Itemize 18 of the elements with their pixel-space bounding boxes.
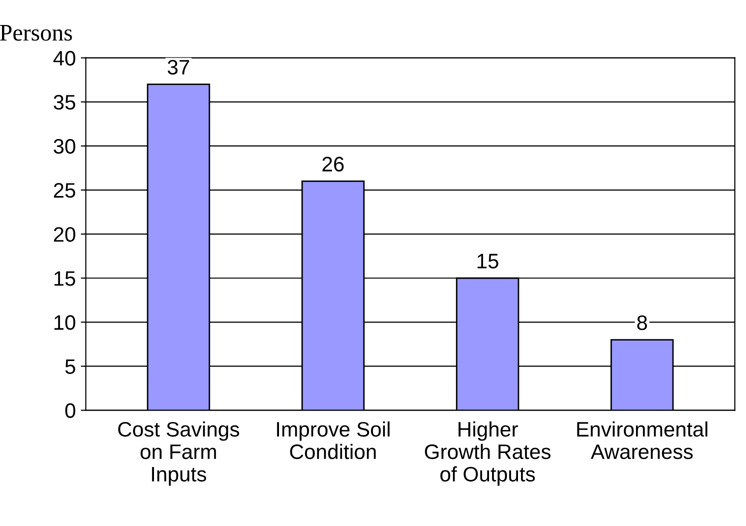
- data-label: 15: [478, 254, 498, 268]
- y-tick-label: 25: [54, 183, 76, 198]
- y-tick-label: 5: [65, 359, 76, 374]
- y-tick-label: 15: [54, 271, 76, 286]
- data-label: 26: [322, 156, 344, 172]
- y-axis-title: Persons: [0, 25, 72, 41]
- y-tick-label: 35: [54, 94, 76, 110]
- y-tick-label: 10: [54, 315, 76, 330]
- y-tick-label: 40: [53, 50, 76, 66]
- x-tick-label: Higher Growth Rates of Outputs: [424, 421, 550, 486]
- y-tick-label: 0: [65, 403, 76, 418]
- data-label: 37: [168, 60, 190, 75]
- x-tick-label: Cost Savings on Farm Inputs: [118, 421, 240, 486]
- x-tick-label: Environmental Awareness: [577, 421, 708, 460]
- data-label: 8: [637, 315, 647, 330]
- x-tick-label: Improve Soil Condition: [277, 421, 390, 460]
- y-tick-label: 20: [54, 227, 76, 242]
- y-tick-label: 30: [54, 138, 76, 154]
